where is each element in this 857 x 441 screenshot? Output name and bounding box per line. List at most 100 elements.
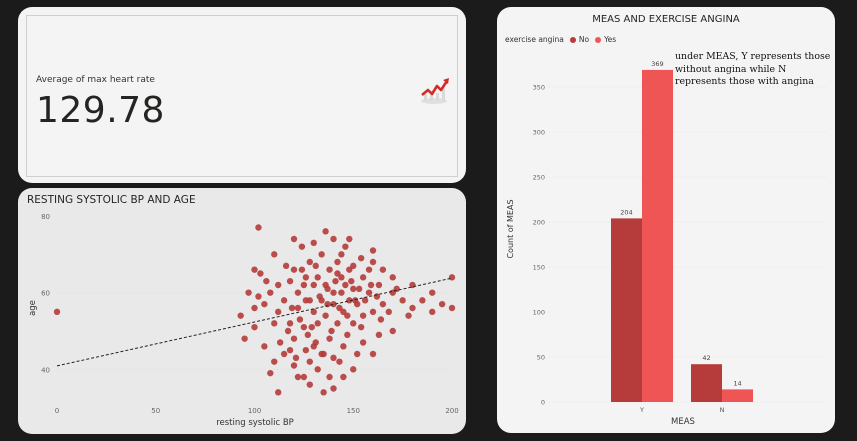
scatter-point[interactable] — [344, 331, 351, 339]
scatter-point[interactable] — [369, 350, 377, 358]
scatter-point[interactable] — [261, 300, 268, 308]
scatter-point[interactable] — [251, 323, 258, 331]
kpi-visual[interactable]: Average of max heart rate 129.78 — [26, 15, 458, 177]
scatter-point[interactable] — [352, 297, 359, 304]
scatter-point[interactable] — [245, 289, 252, 296]
bar-no-n[interactable] — [691, 364, 722, 402]
scatter-point[interactable] — [318, 251, 325, 258]
scatter-point[interactable] — [342, 281, 349, 289]
scatter-point[interactable] — [308, 323, 315, 331]
scatter-point[interactable] — [241, 335, 248, 342]
scatter-point[interactable] — [357, 254, 365, 262]
scatter-point[interactable] — [306, 358, 313, 365]
scatter-point[interactable] — [389, 327, 396, 335]
scatter-point[interactable] — [357, 323, 365, 331]
scatter-point[interactable] — [334, 320, 341, 327]
bar-yes-n[interactable] — [722, 389, 753, 402]
scatter-point[interactable] — [346, 266, 353, 273]
scatter-point[interactable] — [342, 243, 349, 250]
scatter-point[interactable] — [306, 381, 313, 388]
scatter-point[interactable] — [399, 297, 406, 304]
scatter-point[interactable] — [361, 297, 369, 304]
scatter-point[interactable] — [300, 323, 308, 331]
legend-yes-label[interactable]: Yes — [604, 35, 617, 44]
scatter-point[interactable] — [292, 354, 300, 362]
scatter-point[interactable] — [389, 274, 396, 281]
scatter-point[interactable] — [294, 289, 302, 296]
scatter-point[interactable] — [332, 277, 339, 285]
scatter-point[interactable] — [369, 308, 377, 316]
legend-no-label[interactable]: No — [578, 35, 590, 44]
scatter-point[interactable] — [336, 358, 343, 365]
scatter-point[interactable] — [340, 373, 347, 381]
scatter-point[interactable] — [350, 366, 357, 373]
scatter-point[interactable] — [312, 262, 319, 270]
scatter-point[interactable] — [275, 389, 282, 396]
scatter-point[interactable] — [286, 346, 294, 354]
scatter-point[interactable] — [448, 274, 456, 281]
scatter-point[interactable] — [275, 308, 282, 316]
scatter-point[interactable] — [288, 304, 296, 312]
scatter-point[interactable] — [338, 251, 345, 258]
scatter-point[interactable] — [326, 373, 333, 381]
scatter-point[interactable] — [304, 331, 312, 339]
scatter-point[interactable] — [438, 300, 446, 308]
scatter-point[interactable] — [306, 258, 313, 266]
scatter-point[interactable] — [330, 385, 337, 392]
scatter-point[interactable] — [346, 297, 353, 304]
scatter-point[interactable] — [379, 266, 387, 273]
scatter-point[interactable] — [367, 281, 375, 289]
scatter-point[interactable] — [375, 281, 383, 289]
scatter-point[interactable] — [290, 335, 298, 342]
bar-no-y[interactable] — [611, 218, 642, 402]
scatter-point[interactable] — [314, 320, 321, 327]
scatter-point[interactable] — [280, 297, 288, 304]
scatter-chart[interactable]: 40 60 80 0 50 100 150 200 resting systolic BP age — [18, 188, 466, 434]
scatter-point[interactable] — [328, 327, 335, 335]
bar-chart[interactable]: 0 50 100 150 200 250 300 350 204 369 Y 42 14 N MEAS Cou… — [497, 7, 835, 433]
scatter-point[interactable] — [365, 266, 373, 273]
scatter-point[interactable] — [251, 304, 258, 312]
scatter-point[interactable] — [330, 289, 337, 296]
scatter-point[interactable] — [257, 270, 264, 277]
scatter-point[interactable] — [302, 274, 310, 281]
scatter-point[interactable] — [365, 289, 373, 296]
scatter-point[interactable] — [296, 316, 304, 323]
scatter-point[interactable] — [271, 358, 278, 365]
scatter-point[interactable] — [359, 339, 367, 346]
scatter-point[interactable] — [276, 339, 284, 346]
scatter-point[interactable] — [322, 312, 329, 319]
scatter-point[interactable] — [348, 277, 355, 285]
scatter-point[interactable] — [314, 274, 321, 281]
scatter-point[interactable] — [379, 300, 387, 308]
scatter-point[interactable] — [324, 285, 331, 293]
scatter-point[interactable] — [261, 343, 268, 350]
scatter-point[interactable] — [322, 228, 329, 235]
scatter-point[interactable] — [359, 274, 367, 281]
scatter-point[interactable] — [310, 281, 317, 289]
scatter-point[interactable] — [385, 308, 392, 316]
scatter-point[interactable] — [290, 235, 298, 243]
scatter-point[interactable] — [336, 304, 343, 312]
scatter-point[interactable] — [429, 308, 436, 316]
scatter-point[interactable] — [280, 350, 288, 358]
scatter-point[interactable] — [286, 320, 294, 327]
scatter-point[interactable] — [267, 369, 274, 377]
scatter-point[interactable] — [318, 350, 325, 358]
scatter-point[interactable] — [369, 247, 377, 254]
scatter-point[interactable] — [340, 308, 347, 316]
scatter-point[interactable] — [271, 320, 278, 327]
scatter-point[interactable] — [338, 274, 345, 281]
scatter-point[interactable] — [419, 297, 426, 304]
scatter-point[interactable] — [290, 362, 298, 369]
scatter-point[interactable] — [290, 266, 298, 273]
scatter-point[interactable] — [298, 243, 306, 250]
scatter-point[interactable] — [237, 312, 244, 319]
scatter-point[interactable] — [350, 320, 357, 327]
scatter-point[interactable] — [302, 297, 310, 304]
scatter-point[interactable] — [320, 389, 327, 396]
scatter-point[interactable] — [334, 270, 341, 277]
scatter-point[interactable] — [316, 293, 323, 300]
scatter-point[interactable] — [251, 266, 258, 273]
scatter-point[interactable] — [377, 316, 385, 323]
